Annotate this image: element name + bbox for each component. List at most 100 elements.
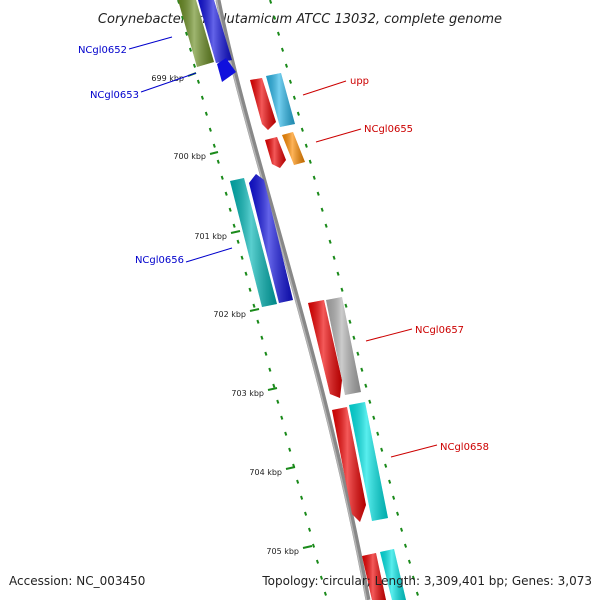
kbp-label: 705 kbp <box>266 547 299 556</box>
gene-ncgl0655[interactable] <box>265 132 305 168</box>
tick-mark <box>273 15 277 20</box>
gene-ncgl0657[interactable] <box>308 297 361 398</box>
kbp-label: 703 kbp <box>231 389 264 398</box>
tick-mark <box>376 431 380 436</box>
kbp-scale: 699 kbp 700 kbp 701 kbp 702 kbp 703 kbp … <box>151 72 313 556</box>
gene-ncgl0653[interactable] <box>198 0 236 82</box>
tick-mark <box>311 543 316 548</box>
kbp-label: 701 kbp <box>194 232 227 241</box>
gene-label-ncgl0653[interactable]: NCgl0653 <box>90 90 139 101</box>
tick-mark <box>312 175 316 180</box>
tick-mark <box>204 111 208 116</box>
tick-mark <box>228 207 232 212</box>
tick-mark <box>307 527 312 532</box>
tick-mark <box>304 511 308 516</box>
tick-mark <box>396 511 400 516</box>
tick-mark <box>372 415 376 420</box>
tick-mark <box>276 31 281 36</box>
tick-mark <box>196 79 200 84</box>
tick-mark <box>288 79 292 84</box>
tick-mark <box>276 399 280 404</box>
tick-mark <box>232 223 236 228</box>
gene-label-ncgl0655[interactable]: NCgl0655 <box>364 124 413 135</box>
tick-mark <box>292 95 296 100</box>
gene-label-ncgl0656[interactable]: NCgl0656 <box>135 255 184 266</box>
tick-mark <box>304 143 308 148</box>
tick-mark <box>244 271 248 276</box>
tick-mark <box>252 303 256 308</box>
gene-label-ncgl0657[interactable]: NCgl0657 <box>415 325 464 336</box>
tick-mark <box>320 207 324 212</box>
tick-mark <box>240 255 244 260</box>
tick-mark <box>280 47 285 52</box>
tick-mark <box>384 463 388 468</box>
tick-mark <box>415 591 419 596</box>
tick-mark <box>360 367 364 372</box>
gene-labels: NCgl0652 NCgl0653 upp NCgl0655 NCgl0656 … <box>78 36 489 458</box>
tick-mark <box>248 287 252 292</box>
tick-mark <box>256 319 260 324</box>
tick-mark <box>407 559 412 564</box>
tick-mark <box>300 495 304 500</box>
genome-summary-text: Topology: circular; Length: 3,309,401 bp… <box>261 574 592 588</box>
gene-label-ncgl0658[interactable]: NCgl0658 <box>440 442 489 453</box>
accession-text: Accession: NC_003450 <box>9 574 145 588</box>
tick-mark <box>340 287 344 292</box>
tick-mark <box>212 143 216 148</box>
tick-mark <box>269 0 273 4</box>
gene-label-upp[interactable]: upp <box>350 76 369 87</box>
tick-mark <box>356 351 360 356</box>
tick-mark <box>296 111 300 116</box>
tick-mark <box>380 447 384 452</box>
tick-ring-right <box>269 0 419 596</box>
tick-mark <box>328 239 332 244</box>
gene-ncgl0656[interactable] <box>230 174 293 307</box>
tick-mark <box>224 191 228 196</box>
tick-ring-left <box>177 0 327 596</box>
tick-mark <box>200 95 204 100</box>
tick-mark <box>284 63 289 68</box>
tick-mark <box>308 159 312 164</box>
tick-mark <box>344 303 348 308</box>
gene-ncgl0658[interactable] <box>332 402 388 522</box>
tick-mark <box>315 559 320 564</box>
tick-mark <box>399 527 404 532</box>
gene-label-ncgl0652[interactable]: NCgl0652 <box>78 45 127 56</box>
tick-mark <box>216 159 220 164</box>
tick-mark <box>184 31 189 36</box>
tick-mark <box>288 447 292 452</box>
genome-title: Corynebacterium glutamicum ATCC 13032, c… <box>98 12 502 27</box>
gene-blocks <box>178 0 406 600</box>
kbp-label: 704 kbp <box>249 468 282 477</box>
tick-mark <box>352 335 356 340</box>
tick-mark <box>280 415 284 420</box>
tick-mark <box>319 575 323 580</box>
tick-mark <box>411 575 415 580</box>
tick-mark <box>264 351 268 356</box>
tick-mark <box>324 223 328 228</box>
tick-mark <box>348 319 352 324</box>
tick-mark <box>268 367 272 372</box>
tick-mark <box>336 271 340 276</box>
tick-mark <box>403 543 408 548</box>
kbp-label: 700 kbp <box>173 152 206 161</box>
tick-mark <box>181 15 185 20</box>
tick-mark <box>332 255 336 260</box>
gene-ncgl0652[interactable] <box>178 0 214 67</box>
gene-partial-bottom[interactable] <box>362 549 406 600</box>
tick-mark <box>208 127 212 132</box>
tick-mark <box>368 399 372 404</box>
gene-upp[interactable] <box>250 73 295 130</box>
tick-mark <box>392 495 396 500</box>
genome-backbone <box>215 0 371 600</box>
tick-mark <box>364 383 368 388</box>
tick-mark <box>300 127 304 132</box>
tick-mark <box>260 335 264 340</box>
tick-mark <box>188 47 193 52</box>
tick-mark <box>220 175 224 180</box>
tick-mark <box>272 383 276 388</box>
tick-mark <box>388 479 392 484</box>
tick-mark <box>236 239 240 244</box>
tick-mark <box>323 591 327 596</box>
